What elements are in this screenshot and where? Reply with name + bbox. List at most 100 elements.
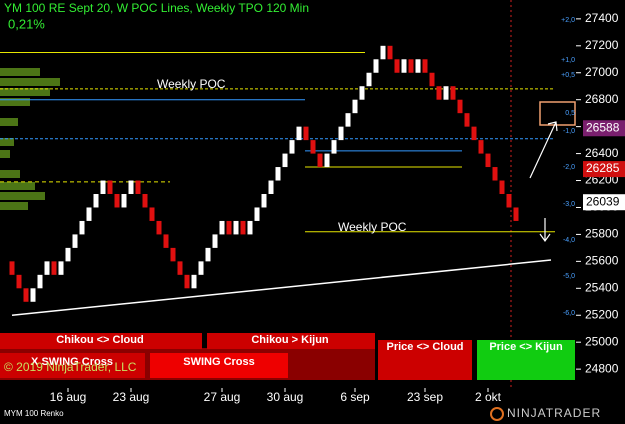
renko-brick	[156, 220, 162, 235]
renko-brick	[317, 153, 323, 168]
renko-brick	[352, 99, 358, 114]
renko-brick	[142, 194, 148, 208]
signal-box	[0, 353, 145, 378]
y-tick-label: 25800	[585, 227, 619, 241]
signal-label: SWING Cross	[183, 356, 255, 368]
renko-brick	[275, 167, 281, 181]
renko-brick	[191, 274, 197, 289]
renko-brick	[464, 113, 470, 127]
x-tick-label: 23 aug	[113, 390, 150, 404]
renko-brick	[72, 234, 78, 248]
renko-brick	[149, 207, 155, 221]
renko-brick	[226, 220, 232, 235]
x-tick-label: 6 sep	[340, 390, 370, 404]
signal-box	[0, 333, 202, 349]
price-marker-label: 26285	[586, 161, 620, 175]
renko-brick	[436, 86, 442, 100]
renko-brick	[359, 86, 365, 100]
signal-box	[150, 353, 288, 378]
x-tick-label: 30 aug	[267, 390, 304, 404]
signal-label: Chikou > Kijun	[251, 334, 329, 346]
y-tick-label: 25400	[585, 280, 619, 294]
price-marker-label: 26588	[586, 120, 620, 134]
y-tick-label: 24800	[585, 361, 619, 375]
renko-brick	[107, 180, 113, 194]
y-tick-label: 26400	[585, 146, 619, 160]
level-label: Weekly POC	[157, 77, 226, 91]
renko-brick	[338, 126, 344, 141]
signal-label: Chikou <> Cloud	[56, 334, 143, 346]
level-label: Weekly POC	[338, 220, 407, 234]
renko-brick	[254, 207, 260, 221]
scale-label: -2,0	[563, 164, 575, 171]
renko-brick	[9, 261, 15, 275]
price-marker	[583, 161, 625, 178]
arrow	[539, 218, 551, 243]
renko-brick	[401, 59, 407, 73]
y-tick-label: 27200	[585, 38, 619, 52]
chart-subtitle: 0,21%	[8, 16, 45, 31]
renko-brick	[79, 220, 85, 235]
renko-brick	[170, 247, 176, 262]
arrow	[529, 121, 558, 179]
scale-label: -1,0	[563, 128, 575, 135]
renko-brick	[219, 220, 225, 235]
scale-label: +1,0	[561, 57, 575, 64]
renko-brick	[485, 153, 491, 168]
renko-brick	[100, 180, 106, 194]
renko-brick	[499, 180, 505, 194]
signal-label: Price <> Kijun	[489, 341, 563, 353]
renko-brick	[345, 113, 351, 127]
price-marker	[583, 194, 625, 211]
renko-brick	[408, 59, 414, 73]
renko-brick	[303, 126, 309, 141]
y-tick-label: 27400	[585, 11, 619, 25]
renko-brick	[310, 140, 316, 154]
renko-brick	[51, 261, 57, 275]
renko-brick	[513, 207, 519, 221]
renko-brick	[184, 274, 190, 289]
renko-brick	[282, 153, 288, 168]
signal-label: X SWING Cross	[31, 356, 113, 368]
renko-brick	[450, 86, 456, 100]
renko-brick	[128, 180, 134, 194]
price-marker-label: 26039	[586, 194, 620, 208]
highlight-box	[539, 101, 576, 126]
renko-brick	[205, 247, 211, 262]
renko-brick	[380, 45, 386, 60]
y-tick-label: 25600	[585, 254, 619, 268]
renko-brick	[394, 59, 400, 73]
renko-brick	[23, 288, 29, 302]
renko-brick	[268, 180, 274, 194]
renko-brick	[289, 140, 295, 154]
renko-brick	[373, 59, 379, 73]
renko-brick	[422, 59, 428, 73]
signal-label: Price <> Cloud	[386, 341, 463, 353]
renko-brick	[37, 274, 43, 289]
y-tick-label: 25000	[585, 334, 619, 348]
scale-label: -5,0	[563, 273, 575, 280]
renko-brick	[65, 247, 71, 262]
renko-brick	[233, 220, 239, 235]
renko-brick	[44, 261, 50, 275]
renko-brick	[30, 288, 36, 302]
renko-brick	[457, 99, 463, 114]
renko-brick	[415, 59, 421, 73]
scale-label: 0,5	[565, 110, 575, 117]
chart-title: YM 100 RE Sept 20, W POC Lines, Weekly T…	[4, 1, 309, 15]
renko-brick	[331, 140, 337, 154]
scale-label: +0,5	[561, 72, 575, 79]
brand: NINJATRADER	[507, 406, 601, 420]
renko-brick	[247, 220, 253, 235]
renko-brick	[86, 207, 92, 221]
logo-icon	[490, 407, 504, 421]
scale-label: -4,0	[563, 237, 575, 244]
signal-box	[477, 340, 575, 380]
renko-brick	[121, 194, 127, 208]
copyright: © 2019 NinjaTrader, LLC	[4, 360, 137, 374]
renko-brick	[478, 140, 484, 154]
y-tick-label: 25200	[585, 307, 619, 321]
renko-brick	[296, 126, 302, 141]
x-tick-label: 23 sep	[407, 390, 443, 404]
